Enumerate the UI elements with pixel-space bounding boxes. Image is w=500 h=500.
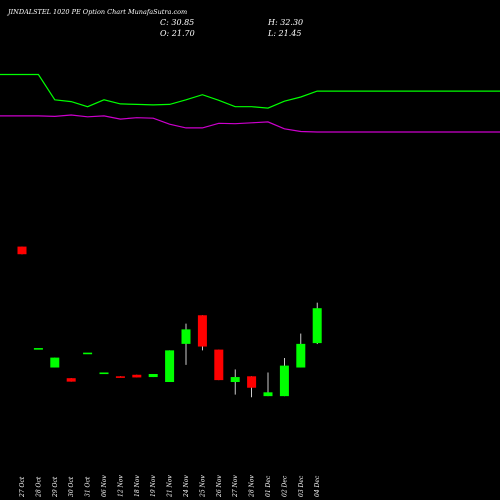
x-tick-label: 24 Nov [183,475,190,498]
lower-line [0,114,500,133]
candle-body [132,374,142,378]
x-tick-label: 01 Dec [265,475,272,497]
candle-body [50,357,60,368]
x-tick-label: 29 Oct [52,476,59,498]
x-tick-label: 04 Dec [314,475,321,497]
x-tick-label: 18 Nov [134,475,141,497]
x-tick-label: 21 Nov [167,475,174,498]
close-value: C: 30.85 [160,18,195,27]
candle-body [279,365,289,397]
x-tick-label: 30 Oct [68,476,75,497]
candle-body [17,246,27,255]
x-tick-label: 02 Dec [281,475,288,497]
candle-body [312,308,322,344]
candle-body [214,349,224,381]
candle-body [99,372,109,375]
chart-title: JINDALSTEL 1020 PE Option Chart MunafaSu… [8,8,188,16]
candle-body [33,348,43,350]
candle-body [230,377,240,383]
x-tick-label: 12 Nov [117,475,124,497]
candle-body [247,376,257,388]
x-tick-label: 28 Oct [35,476,42,498]
high-value: H: 32.30 [268,18,304,27]
x-tick-label: 31 Oct [85,476,92,497]
x-tick-label: 27 Nov [232,475,239,498]
x-tick-label: 19 Nov [150,475,157,497]
x-tick-label: 26 Nov [216,475,223,498]
candle-body [165,350,175,383]
open-value: O: 21.70 [160,29,195,38]
x-tick-label: 06 Nov [101,475,108,497]
x-tick-label: 28 Nov [249,475,256,498]
x-tick-label: 03 Dec [298,475,305,497]
upper-line [0,73,500,109]
candle-body [115,376,125,378]
candle-body [263,392,273,397]
x-tick-label: 27 Oct [19,476,26,498]
x-tick-label: 25 Nov [199,475,206,498]
candle-body [181,329,191,344]
candle-body [296,343,306,368]
candle-body [197,315,207,347]
candle-body [148,374,158,378]
candle-body [83,352,93,355]
low-value: L: 21.45 [268,29,302,38]
candle-body [66,378,76,382]
